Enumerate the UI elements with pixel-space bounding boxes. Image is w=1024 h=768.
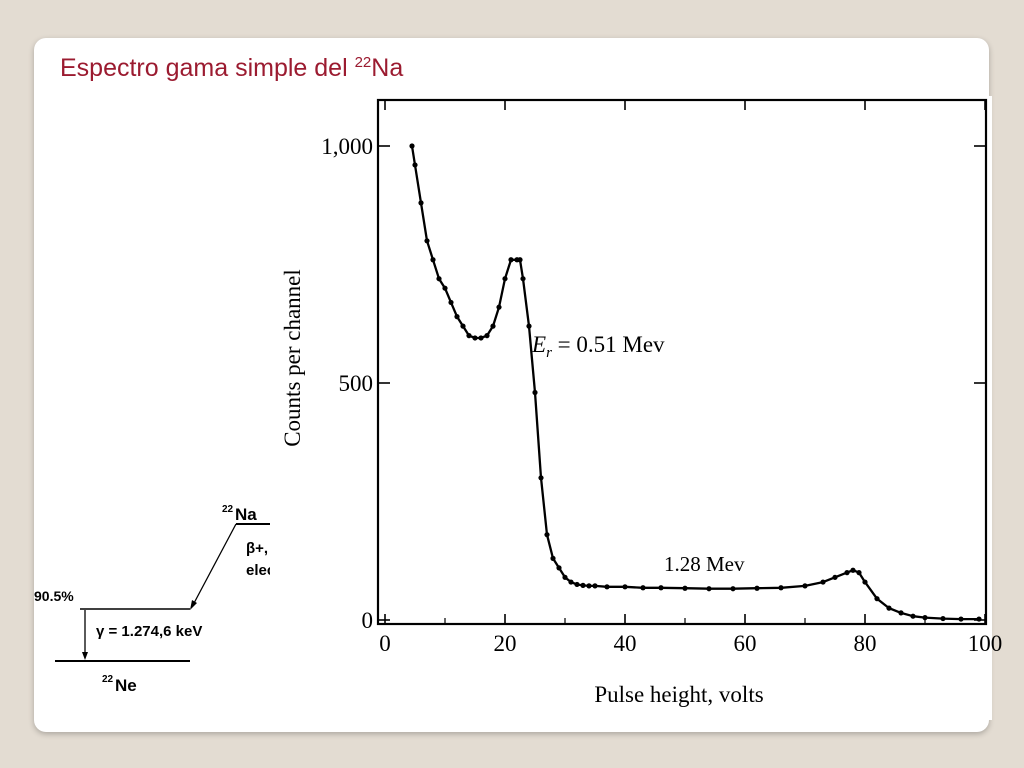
annotation-annihilation-peak: Er = 0.51 Mev: [531, 332, 665, 361]
parent-symbol: Na: [235, 505, 257, 524]
spectrum-data-point: [517, 257, 523, 263]
spectrum-data-point: [409, 143, 415, 149]
spectrum-data-point: [490, 323, 496, 329]
spectrum-data-point: [478, 335, 484, 341]
spectrum-data-point: [898, 610, 904, 616]
spectrum-data-point: [436, 276, 442, 282]
parent-mass-number: 22: [222, 504, 234, 515]
y-tick-label: 1,000: [321, 134, 373, 159]
x-axis-label: Pulse height, volts: [594, 682, 763, 707]
spectrum-data-point: [586, 583, 592, 589]
x-tick-label: 80: [854, 631, 877, 656]
spectrum-data-point: [508, 257, 514, 263]
daughter-symbol: Ne: [115, 676, 137, 695]
daughter-mass-number: 22: [102, 674, 114, 685]
spectrum-data-point: [976, 616, 982, 622]
spectrum-data-point: [958, 616, 964, 622]
spectrum-data-point: [658, 585, 664, 591]
beta-decay-arrow: [192, 523, 237, 606]
spectrum-data-point: [592, 583, 598, 589]
spectrum-data-point: [580, 582, 586, 588]
slide-title-superscript: 22: [354, 54, 372, 71]
spectrum-data-point: [412, 162, 418, 168]
spectrum-data-point: [820, 579, 826, 585]
spectrum-data-point: [532, 389, 538, 396]
spectrum-data-point: [682, 585, 688, 591]
spectrum-data-point: [418, 200, 424, 206]
spectrum-data-point: [454, 314, 460, 320]
spectrum-data-point: [472, 335, 478, 341]
x-tick-label: 60: [734, 631, 757, 656]
spectrum-data-point: [430, 257, 436, 263]
spectrum-data-point: [850, 567, 856, 573]
spectrum-data-point: [538, 475, 544, 481]
spectrum-data-point: [442, 285, 448, 291]
spectrum-data-point: [556, 565, 562, 571]
x-tick-label: 0: [379, 631, 391, 656]
x-tick-label: 40: [614, 631, 637, 656]
spectrum-data-point: [856, 570, 862, 576]
spectrum-data-point: [640, 585, 646, 591]
spectrum-data-point: [832, 574, 838, 580]
plot-frame: [376, 98, 988, 626]
spectrum-data-point: [544, 532, 550, 538]
spectrum-data-point: [910, 613, 916, 619]
spectrum-data-point: [448, 299, 454, 306]
spectrum-data-point: [562, 574, 568, 580]
spectrum-data-point: [862, 579, 868, 585]
branch-percent: 90.5%: [34, 588, 74, 604]
spectrum-data-point: [460, 323, 466, 329]
spectrum-data-point: [484, 333, 490, 339]
spectrum-data-point: [730, 586, 736, 592]
spectrum-data-point: [502, 276, 508, 282]
spectrum-data-point: [466, 333, 472, 339]
slide-title-element: Na: [371, 54, 404, 82]
x-tick-label: 100: [968, 631, 1003, 656]
spectrum-data-point: [844, 570, 850, 576]
slide-title: Espectro gama simple del 22Na: [60, 54, 403, 83]
spectrum-data-point: [940, 615, 946, 622]
beta-arrowhead-icon: [190, 600, 197, 610]
gamma-arrowhead-icon: [82, 652, 88, 660]
annotation-gamma-peak: 1.28 Mev: [664, 552, 745, 576]
spectrum-data-point: [706, 586, 712, 592]
chart-scan-background: [270, 96, 992, 720]
spectrum-data-point: [424, 238, 430, 244]
spectrum-data-point: [778, 585, 784, 591]
y-axis-label: Counts per channel: [280, 269, 305, 447]
slide-title-text: Espectro gama simple del: [60, 54, 355, 82]
gamma-energy-label: γ = 1.274,6 keV: [96, 623, 202, 640]
spectrum-data-point: [550, 555, 556, 561]
x-tick-label: 20: [494, 631, 517, 656]
spectrum-data-point: [520, 276, 526, 282]
y-tick-label: 0: [362, 608, 374, 633]
spectrum-data-point: [754, 585, 760, 591]
spectrum-data-point: [496, 304, 502, 310]
y-tick-label: 500: [339, 371, 374, 396]
spectrum-data-point: [526, 323, 532, 329]
spectrum-data-point: [922, 615, 928, 621]
spectrum-data-point: [874, 596, 880, 602]
spectrum-data-point: [622, 584, 628, 590]
spectrum-data-point: [574, 581, 580, 588]
spectrum-data-point: [604, 584, 610, 590]
spectrum-data-point: [568, 579, 574, 585]
spectrum-data-point: [802, 583, 808, 589]
spectrum-data-point: [886, 605, 892, 611]
